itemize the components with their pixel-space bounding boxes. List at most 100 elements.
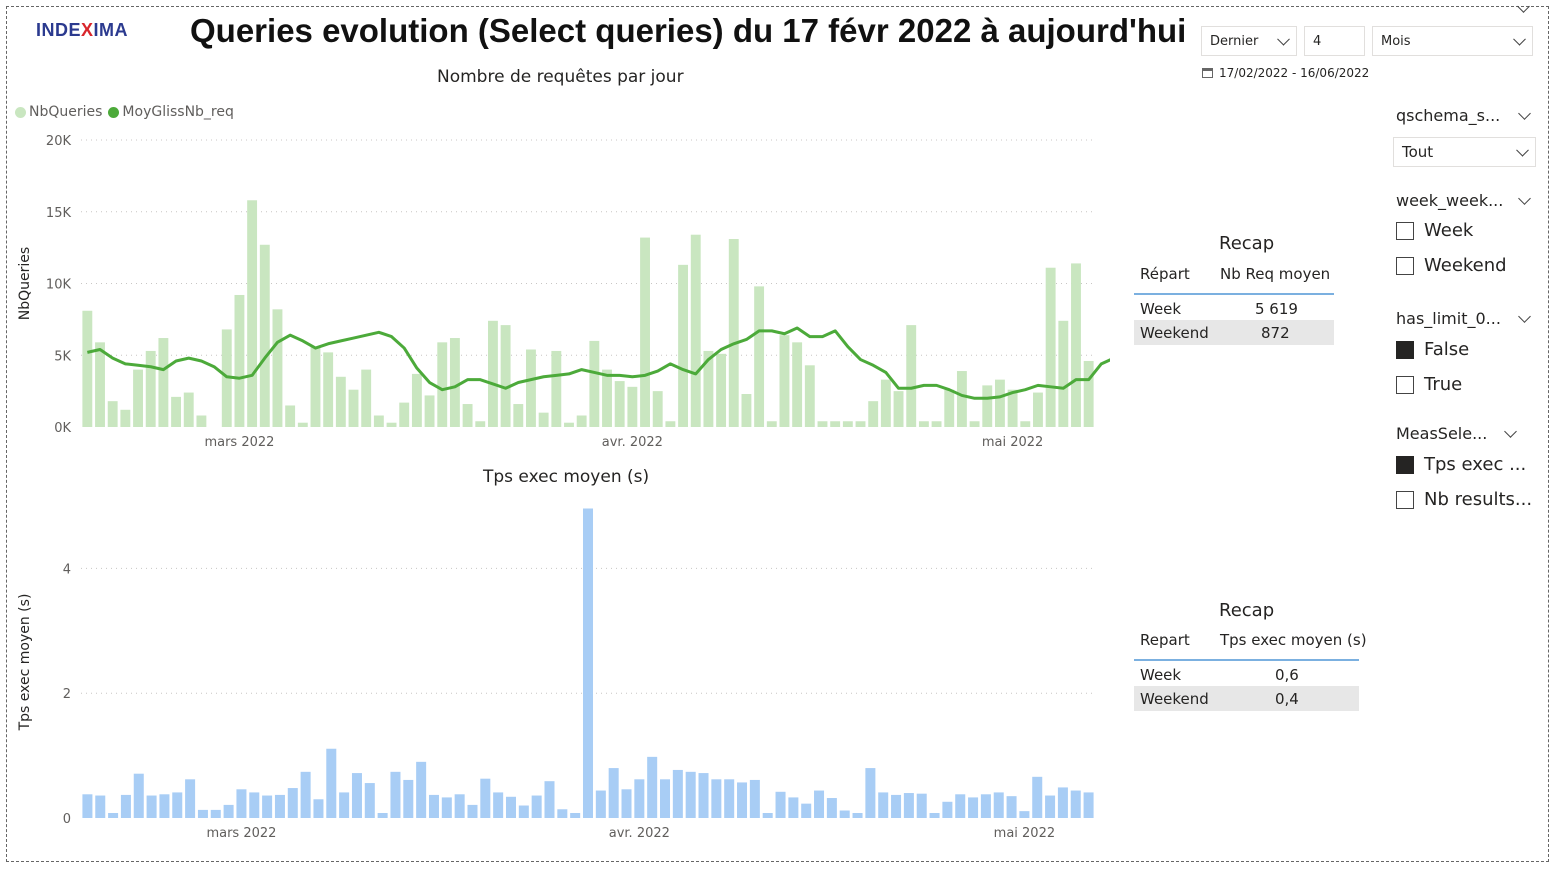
qschema-value: Tout — [1402, 143, 1434, 161]
bar — [903, 793, 914, 818]
recap-table-exec-time: Recap Repart Tps exec moyen (s) Week 0,6… — [1134, 597, 1367, 717]
bar — [678, 264, 689, 427]
bar — [1045, 795, 1056, 818]
bar — [942, 801, 953, 818]
exec-time-chart[interactable]: 0 2 4 Tps exec moyen (s) mars 2022 avr. 2022 m… — [0, 495, 1110, 850]
checkbox-weekend[interactable]: Weekend — [1396, 255, 1507, 276]
bar — [968, 797, 979, 818]
bar — [95, 342, 105, 427]
bar — [82, 794, 93, 818]
bar — [878, 792, 889, 818]
bar — [766, 421, 777, 427]
bar — [804, 365, 815, 427]
row-label: Weekend — [1140, 324, 1209, 342]
bar — [551, 350, 562, 427]
bar — [518, 805, 529, 818]
recap-header-tps-exec[interactable]: Tps exec moyen (s) — [1220, 631, 1367, 649]
bar — [741, 393, 752, 427]
bar — [982, 385, 993, 427]
bar — [487, 320, 498, 427]
bar — [698, 773, 709, 818]
legend-item-nbqueries[interactable]: NbQueries — [15, 104, 102, 120]
bar — [424, 395, 435, 427]
checkbox-tps-exec[interactable]: Tps exec ... — [1396, 454, 1526, 475]
relative-date-unit-dropdown[interactable]: Mois — [1372, 26, 1533, 56]
bar — [1057, 787, 1068, 818]
x-tick-label: avr. 2022 — [609, 826, 670, 841]
bar — [868, 401, 879, 427]
bar — [595, 790, 606, 818]
bar — [107, 401, 118, 427]
checkbox-label: True — [1424, 374, 1463, 395]
legend-marker-icon — [15, 106, 26, 118]
checkbox-true[interactable]: True — [1396, 374, 1462, 395]
bar — [146, 795, 157, 818]
row-label: Week — [1140, 666, 1182, 684]
bar — [801, 803, 812, 818]
checkbox-false[interactable]: False — [1396, 339, 1469, 360]
bar — [326, 748, 337, 818]
y-tick-label: 4 — [63, 562, 71, 577]
relative-date-count-value: 4 — [1313, 33, 1322, 49]
relative-date-count-input[interactable]: 4 — [1304, 26, 1365, 56]
recap-header-nb-req[interactable]: Nb Req moyen — [1220, 265, 1331, 283]
legend-label: MoyGlissNb_req — [122, 104, 234, 120]
row-value: 872 — [1261, 324, 1290, 342]
y-tick-label: 20K — [46, 134, 72, 149]
bar — [462, 404, 473, 427]
bar — [274, 794, 285, 818]
y-axis-title: Tps exec moyen (s) — [17, 594, 33, 732]
bar — [323, 352, 334, 427]
bar — [285, 405, 296, 427]
bar — [893, 391, 904, 427]
bar — [779, 335, 790, 427]
bar — [775, 791, 786, 818]
bar — [749, 779, 760, 818]
bar — [929, 813, 940, 818]
bar — [197, 809, 208, 818]
bar — [500, 325, 511, 427]
bar — [621, 789, 632, 818]
bar — [1032, 776, 1043, 818]
checkbox-label: Weekend — [1424, 255, 1507, 276]
bar — [300, 771, 311, 818]
bar — [614, 381, 625, 427]
checkbox-week[interactable]: Week — [1396, 220, 1473, 241]
bar — [931, 421, 942, 427]
bar — [234, 294, 245, 427]
bar — [373, 415, 384, 427]
bar — [564, 422, 574, 427]
indexima-logo: INDEXIMA — [36, 20, 129, 40]
bar — [223, 804, 234, 818]
bar — [1083, 792, 1094, 818]
moving-average-line — [87, 326, 1110, 400]
slicer-title-week: week_week... — [1396, 191, 1504, 210]
bar — [335, 376, 346, 427]
bar — [185, 779, 196, 818]
legend-item-moyglissnb-req[interactable]: MoyGlissNb_req — [108, 104, 234, 120]
recap-header-repart[interactable]: Repart — [1140, 631, 1190, 649]
checkbox-nb-results[interactable]: Nb results... — [1396, 489, 1532, 510]
y-tick-label: 2 — [63, 687, 71, 702]
bar — [754, 286, 765, 427]
chart1-title: Nombre de requêtes par jour — [437, 67, 684, 87]
bar — [830, 421, 841, 427]
bar — [652, 391, 663, 427]
date-range-text: 17/02/2022 - 16/06/2022 — [1219, 66, 1370, 80]
bar — [969, 421, 980, 427]
bar — [480, 778, 491, 818]
bar — [1071, 263, 1081, 427]
qschema-dropdown[interactable]: Tout — [1393, 137, 1536, 167]
recap-header-repart[interactable]: Répart — [1140, 265, 1190, 283]
bar — [728, 239, 739, 427]
bar — [817, 421, 828, 427]
bar — [1058, 320, 1069, 427]
bar — [348, 389, 359, 427]
date-range: 17/02/2022 - 16/06/2022 — [1202, 66, 1369, 80]
checkbox-label: Nb results... — [1424, 489, 1533, 510]
bar — [247, 200, 258, 427]
chevron-down-icon — [1277, 32, 1290, 46]
bar — [685, 771, 696, 818]
queries-per-day-chart[interactable]: 0K 5K 10K 15K 20K NbQueries mars 2022 avr. 2022… — [0, 125, 1110, 455]
relative-date-mode-dropdown[interactable]: Dernier — [1201, 26, 1297, 56]
